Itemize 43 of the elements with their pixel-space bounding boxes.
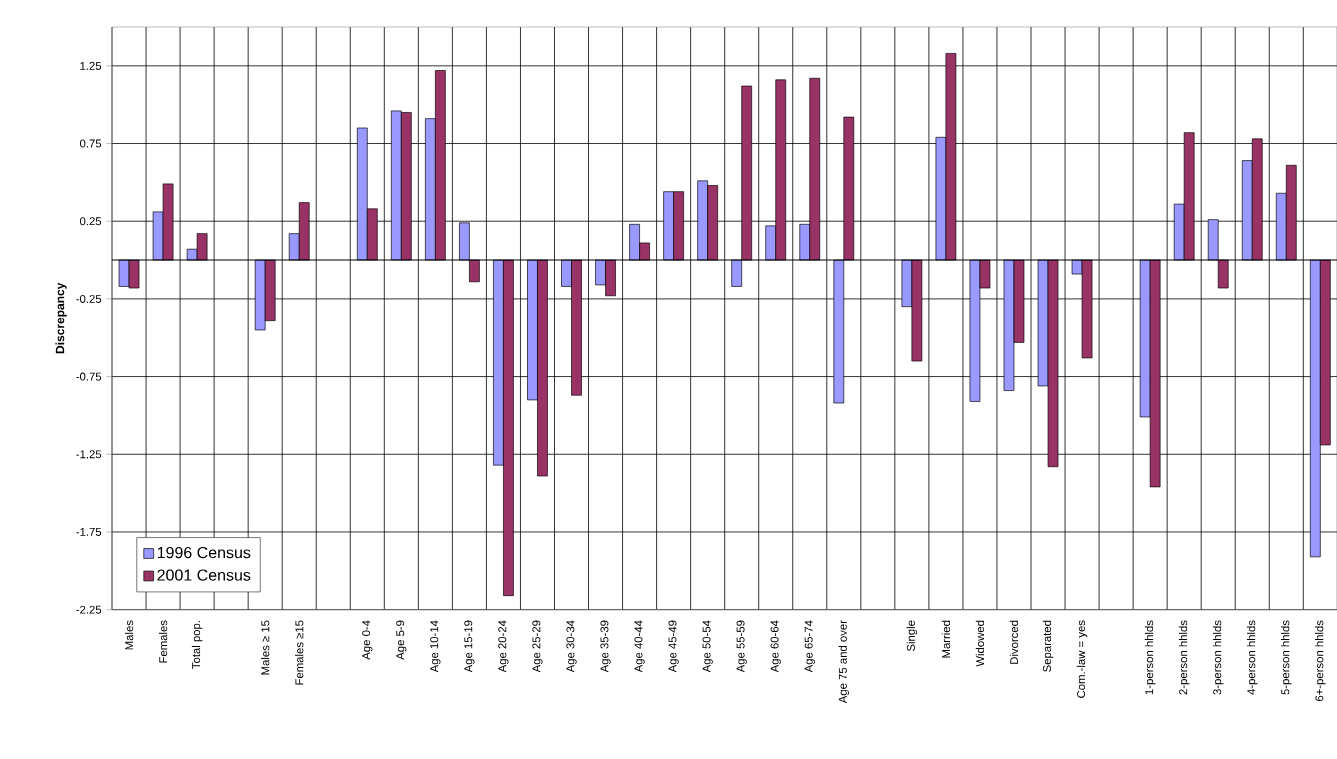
x-tick-label: 5-person hhlds: [1280, 620, 1292, 695]
y-tick-label: -1.75: [76, 528, 102, 536]
x-tick-label: 1-person hhlds: [1144, 620, 1156, 695]
x-tick-label: 4-person hhlds: [1246, 620, 1258, 695]
legend-label: 1996 Census: [157, 546, 251, 559]
y-tick-label: -2.25: [76, 605, 102, 614]
x-tick-label: Age 50-54: [702, 620, 713, 673]
x-tick-label: Males ≥ 15: [261, 620, 270, 675]
y-tick-label: -0.75: [76, 372, 102, 381]
x-tick-label: Age 0-4: [362, 620, 373, 660]
x-tick-label: Age 75 and over: [838, 620, 850, 704]
x-tick-label: Separated: [1042, 620, 1054, 672]
x-tick-label: Age 45-49: [668, 620, 679, 673]
legend-label: 2001 Census: [157, 569, 251, 581]
y-tick-label: 0.25: [79, 217, 102, 226]
x-tick-label: Married: [941, 620, 951, 658]
x-tick-label: Males: [124, 620, 134, 650]
x-tick-label: Age 55-59: [736, 620, 747, 673]
x-tick-label: Age 15-19: [464, 620, 475, 673]
x-tick-label: Age 30-34: [566, 620, 577, 673]
x-tick-label: Age 5-9: [396, 620, 407, 660]
x-tick-label: 2-person hhlds: [1178, 620, 1190, 695]
x-tick-label: Divorced: [1009, 620, 1019, 664]
y-tick-label: -0.25: [76, 294, 102, 303]
x-tick-label: Females ≥15: [295, 620, 304, 685]
y-tick-label: 1.25: [80, 61, 102, 70]
x-tick-label: Single: [906, 620, 918, 652]
x-tick-label: Age 60-64: [770, 620, 781, 673]
x-tick-label: Widowed: [975, 620, 985, 667]
x-tick-label: 6+-person hhlds: [1315, 620, 1326, 702]
y-tick-label: -1.25: [76, 450, 102, 459]
y-axis-title: Discrepancy: [55, 282, 67, 354]
x-tick-label: Females: [158, 620, 168, 663]
x-tick-label: Age 65-74: [804, 620, 815, 673]
x-tick-label: 3-person hhlds: [1212, 620, 1224, 695]
y-tick-label: 0.75: [79, 139, 102, 148]
x-tick-label: Com.-law = yes: [1076, 620, 1088, 698]
x-tick-label: Age 25-29: [532, 620, 543, 673]
x-tick-label: Age 20-24: [498, 620, 509, 673]
x-tick-label: Age 10-14: [430, 620, 441, 673]
x-tick-label: Age 35-39: [600, 620, 611, 673]
x-tick-label: Total pop.: [191, 621, 203, 669]
x-tick-label: Age 40-44: [634, 620, 645, 673]
